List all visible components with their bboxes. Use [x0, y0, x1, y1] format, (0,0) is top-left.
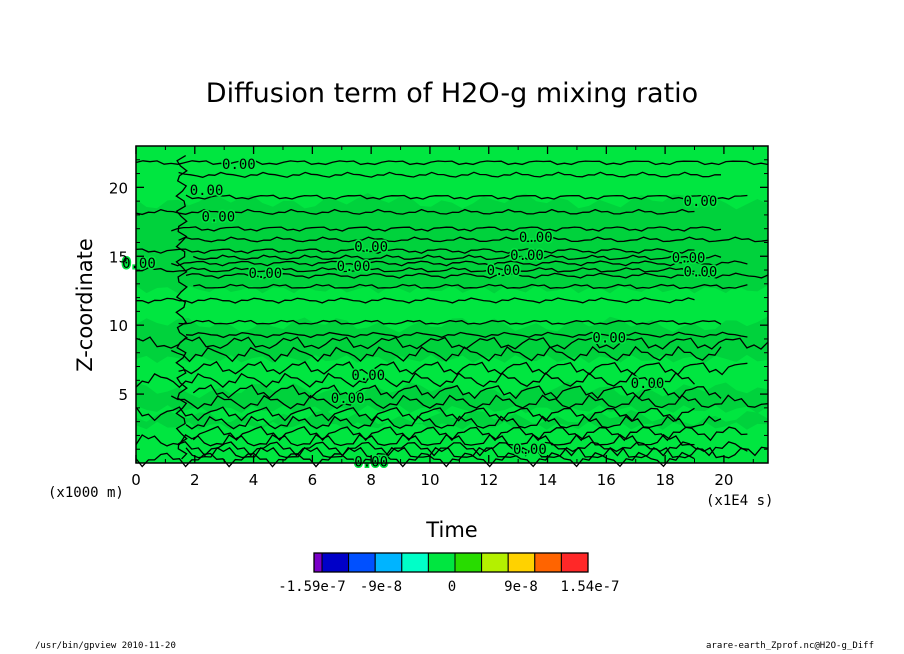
- y-tick-label: 20: [109, 179, 128, 197]
- x-axis-label: Time: [425, 518, 477, 542]
- y-axis-ticks: 5 10 15 20: [109, 159, 768, 450]
- contour-label: 0.00: [487, 263, 521, 279]
- footer-right: arare-earth_Zprof.nc@H2O-g_Diff: [706, 641, 874, 651]
- contour-line: [136, 297, 695, 304]
- contour-line: [185, 415, 722, 430]
- colorbar-tick-label: 1.54e-7: [560, 579, 619, 595]
- contour-line: [135, 160, 769, 166]
- colorbar-swatch: [534, 552, 562, 573]
- contour-line: [135, 433, 695, 447]
- contour-label: 0.00: [513, 442, 547, 458]
- x-tick-label: 12: [479, 471, 498, 489]
- contour-band: [136, 192, 768, 294]
- colorbar-swatch: [454, 552, 483, 573]
- contour-line: [185, 446, 748, 459]
- colorbar-frame: [313, 552, 589, 573]
- y-tick-label: 15: [109, 248, 128, 266]
- x-tick-label: 0: [131, 471, 141, 489]
- colorbar-swatch: [481, 552, 509, 573]
- contour-line: [175, 155, 188, 460]
- contour-label: 0.00: [122, 256, 156, 272]
- footer-left: /usr/bin/gpview 2010-11-20: [35, 641, 176, 651]
- y-axis-label: Z-coordinate: [73, 238, 97, 372]
- contour-label: 0.00: [331, 391, 365, 407]
- contour-band: [136, 409, 768, 430]
- contour-line: [185, 194, 748, 200]
- contour-line: [193, 283, 748, 290]
- colorbar-tick-label: 9e-8: [504, 579, 538, 595]
- contour-line: [185, 272, 769, 279]
- contour-line: [178, 360, 748, 376]
- colorbar-tick-label: 0: [448, 579, 456, 595]
- contour-label: 0.00: [190, 183, 224, 199]
- x-tick-label: 8: [366, 471, 376, 489]
- contour-line: [178, 171, 721, 178]
- colorbar-swatch: [313, 552, 323, 573]
- colorbar-swatch: [401, 552, 429, 573]
- x-tick-label: 10: [420, 471, 439, 489]
- contour-line: [171, 345, 722, 363]
- contour-line: [135, 372, 695, 389]
- colorbar-swatch: [348, 552, 376, 573]
- y-tick-label: 10: [109, 317, 128, 335]
- contour-line: [171, 260, 748, 267]
- contour-label: 0.00: [592, 331, 626, 347]
- colorbar-swatch: [507, 552, 536, 573]
- contour-label: 0.00: [222, 157, 256, 173]
- plot-frame: [135, 145, 769, 464]
- contour-line: [171, 226, 722, 232]
- contour-line: [178, 441, 769, 457]
- contour-label: 0.00: [337, 259, 371, 275]
- contour-label: 0.00: [351, 368, 385, 384]
- y-tick-label: 5: [118, 386, 128, 404]
- y-axis-unit: (x1000 m): [48, 485, 124, 501]
- contour-line: [193, 254, 722, 261]
- contour-label: 0.00: [510, 248, 544, 264]
- contour-line: [192, 384, 722, 400]
- chart-title: Diffusion term of H2O-g mixing ratio: [206, 78, 698, 109]
- colorbar-swatch: [560, 552, 589, 573]
- contour-lines: [135, 155, 769, 468]
- colorbar-swatch: [321, 552, 350, 573]
- x-tick-label: 16: [597, 471, 616, 489]
- colorbar-tick-label: -9e-8: [360, 579, 402, 595]
- x-tick-label: 2: [190, 471, 200, 489]
- contour-label: 0.00: [201, 209, 235, 225]
- contour-line: [178, 319, 722, 325]
- contour-line: [135, 451, 695, 468]
- contour-line: [192, 425, 748, 442]
- contour-line: [135, 248, 695, 254]
- x-tick-label: 14: [538, 471, 557, 489]
- contour-label: 0.00: [672, 251, 706, 267]
- contour-line: [135, 336, 769, 350]
- contour-band: [136, 316, 768, 364]
- contour-label: 0.00: [248, 266, 282, 282]
- colorbar-swatch: [374, 552, 403, 573]
- contour-label: 0.00: [354, 240, 388, 256]
- contour-label: 0.00: [684, 264, 718, 280]
- colorbar-swatch: [427, 552, 456, 573]
- x-axis-ticks: 0 2 4 6 8 10 12 14 16 18 20: [131, 146, 754, 489]
- x-axis-unit: (x1E4 s): [706, 493, 773, 509]
- colorbar-tick-label: -1.59e-7: [278, 579, 345, 595]
- contour-label: 0.00: [684, 194, 718, 210]
- contour-line: [185, 331, 748, 339]
- contour-line: [135, 208, 695, 216]
- colorbar: [313, 552, 589, 573]
- colorbar-labels: -1.59e-7 -9e-8 0 9e-8 1.54e-7: [278, 579, 619, 595]
- contour-line: [178, 236, 769, 243]
- contour-label: 0.00: [631, 376, 665, 392]
- contour-line: [135, 267, 695, 273]
- x-tick-label: 4: [249, 471, 259, 489]
- contour-label: 0.00: [519, 230, 553, 246]
- x-tick-label: 20: [714, 471, 733, 489]
- x-tick-label: 6: [308, 471, 318, 489]
- x-tick-label: 18: [656, 471, 675, 489]
- contour-line: [170, 394, 769, 410]
